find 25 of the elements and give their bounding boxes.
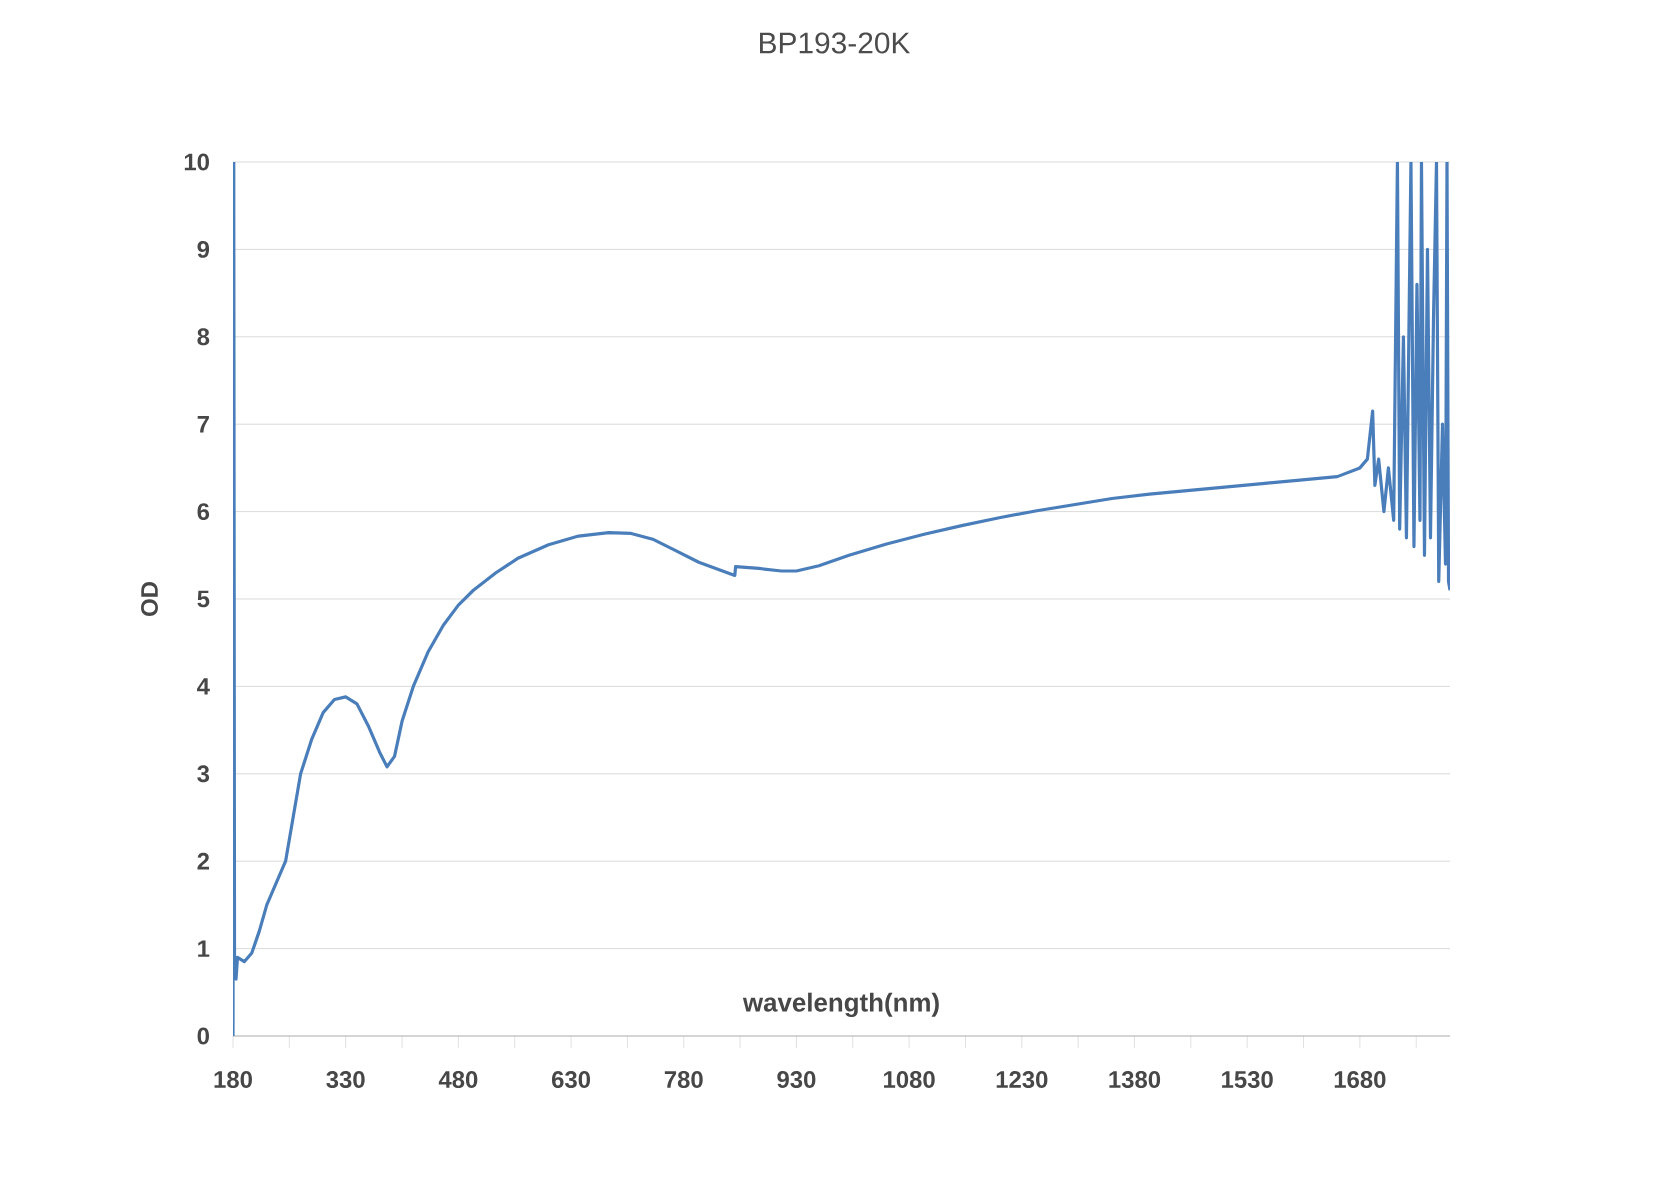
y-tick-label: 9 — [197, 240, 210, 258]
y-tick-label: 10 — [184, 153, 209, 171]
x-tick-label: 780 — [664, 1071, 703, 1088]
x-tick-label: 180 — [214, 1071, 252, 1088]
x-tick-label: 1380 — [1109, 1071, 1161, 1089]
y-tick-label: 3 — [197, 765, 210, 783]
y-tick-label: 7 — [197, 415, 209, 433]
y-tick-label: 5 — [197, 590, 210, 608]
y-tick-label: 2 — [197, 852, 210, 870]
y-tick-label: 6 — [197, 503, 210, 521]
x-tick-label: 1080 — [884, 1071, 935, 1088]
y-tick-label: 1 — [198, 940, 210, 957]
x-tick-label: 330 — [326, 1071, 365, 1089]
x-axis-title: wavelength(nm) — [742, 992, 939, 1017]
x-tick-label: 1680 — [1334, 1071, 1386, 1088]
x-tick-label: 930 — [777, 1071, 816, 1089]
x-tick-label: 480 — [438, 1071, 478, 1088]
y-tick-label: 4 — [197, 678, 210, 695]
y-tick-label: 0 — [197, 1027, 209, 1045]
x-tick-label: 1530 — [1222, 1071, 1273, 1089]
chart-title: BP193-20K — [760, 32, 911, 54]
y-tick-label: 8 — [197, 328, 210, 346]
x-tick-label: 1230 — [996, 1071, 1048, 1089]
x-tick-label: 630 — [551, 1071, 591, 1089]
y-axis-title: OD — [141, 582, 158, 616]
